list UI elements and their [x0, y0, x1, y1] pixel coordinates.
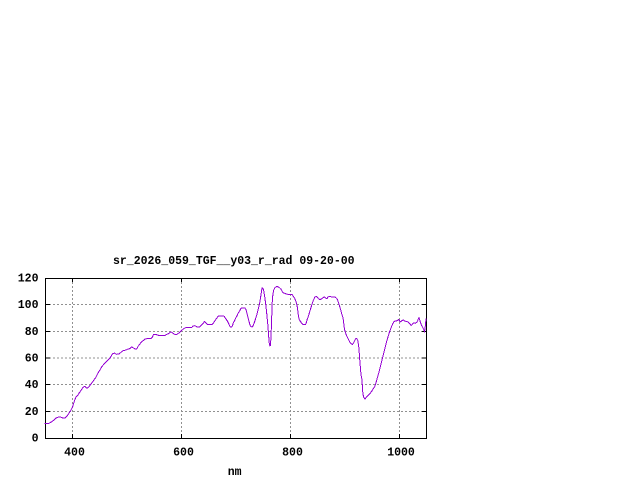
svg-text:120: 120: [18, 273, 39, 286]
svg-text:80: 80: [25, 326, 39, 339]
svg-text:sr_2026_059_TGF__y03_r_rad 09-: sr_2026_059_TGF__y03_r_rad 09-20-00: [113, 255, 355, 268]
svg-text:40: 40: [25, 379, 39, 392]
svg-text:1000: 1000: [387, 447, 415, 460]
svg-text:100: 100: [18, 299, 39, 312]
svg-text:0: 0: [32, 433, 39, 446]
svg-text:20: 20: [25, 406, 39, 419]
svg-text:600: 600: [173, 447, 194, 460]
svg-text:800: 800: [282, 447, 303, 460]
svg-text:400: 400: [64, 447, 85, 460]
svg-text:60: 60: [25, 353, 39, 366]
svg-text:nm: nm: [228, 466, 242, 479]
